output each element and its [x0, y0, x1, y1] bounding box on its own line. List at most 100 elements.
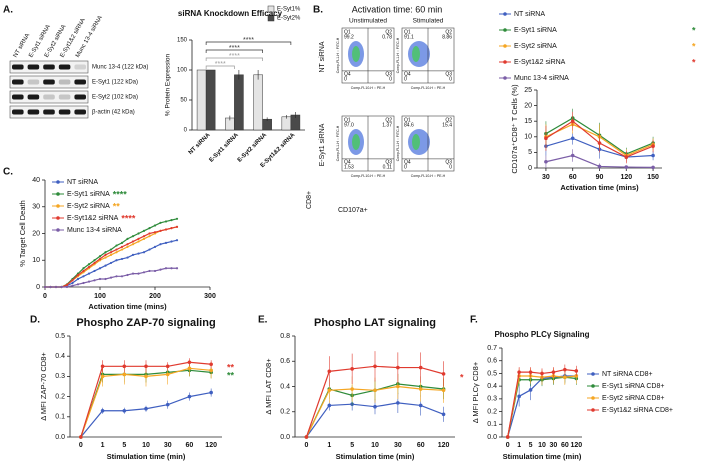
data-point [373, 364, 377, 369]
y-tick-label: 0 [528, 165, 532, 172]
significance-label: ** [227, 363, 235, 373]
data-point [93, 261, 96, 265]
y-axis-label: % Protein Expression [165, 54, 172, 117]
data-point [153, 224, 157, 227]
panel-label: F. [470, 315, 478, 326]
y-tick-label: 0.6 [487, 358, 497, 365]
x-tick-label: 120 [620, 174, 632, 181]
legend-label: E-Syt1 siRNA [67, 191, 110, 198]
data-point [164, 220, 168, 223]
quadrant-value: 8.86 [442, 34, 452, 40]
data-point [100, 364, 105, 369]
x-axis-label: Activation time (mins) [560, 183, 639, 192]
y-tick-label: 10 [524, 134, 532, 141]
data-point [563, 367, 567, 372]
bar [234, 74, 244, 131]
data-point [164, 228, 168, 231]
cell-cloud-core [412, 46, 420, 62]
legend-label: E-Syt1&2 siRNA CD8+ [602, 407, 673, 414]
x-tick-label: 0 [79, 442, 83, 449]
x-tick-label: 30 [550, 442, 558, 449]
x-tick-label: 30 [164, 442, 172, 449]
data-point [131, 235, 135, 238]
legend-marker [56, 192, 60, 196]
data-point [126, 273, 129, 277]
data-point [71, 279, 74, 282]
column-label: Stimulated [413, 18, 444, 25]
legend-label: E-Syt1&2 siRNA [67, 215, 119, 222]
data-point [551, 370, 556, 374]
significance-label: * [692, 57, 696, 67]
y-tick-label: 0.4 [487, 383, 497, 390]
blot-band [58, 94, 71, 100]
data-point [87, 272, 91, 275]
data-point [142, 237, 146, 240]
data-point [418, 403, 423, 408]
blot-band [12, 109, 24, 115]
quadrant-name: Q3 [445, 71, 452, 77]
significance-label: **** [215, 61, 226, 68]
significance-bracket [205, 65, 235, 69]
data-point [120, 245, 124, 248]
data-point [175, 267, 179, 270]
blot-band [12, 64, 24, 70]
x-tick-label: 1 [517, 442, 521, 449]
y-tick-label: 0.3 [55, 373, 65, 380]
x-tick-label: NT siRNA [188, 132, 212, 156]
y-axis-label: CD107a⁺CD8⁺ T Cells (%) [510, 84, 519, 174]
legend-marker [503, 60, 507, 64]
legend-marker [591, 384, 595, 388]
quadrant-name: Q3 [385, 159, 392, 165]
data-point [100, 374, 105, 379]
quadrant-name: Q4 [404, 159, 411, 165]
data-point [87, 263, 91, 266]
data-point [624, 155, 629, 159]
series-line [80, 391, 212, 438]
quadrant-name: Q4 [344, 71, 351, 77]
data-point [120, 241, 124, 244]
data-point [98, 255, 102, 258]
y-tick-label: 10 [32, 257, 40, 264]
x-tick-label: 5 [122, 442, 126, 449]
x-tick-label: 200 [149, 293, 161, 300]
x-tick-label: 0 [304, 442, 308, 449]
x-tick-label: 60 [417, 442, 425, 449]
plot-y-label: Comp-FL1-H :: FITC-H [396, 125, 400, 161]
axis-line [501, 348, 582, 438]
legend-marker [591, 372, 595, 376]
chart-title: Activation time: 60 min [352, 4, 443, 14]
y-tick-label: 20 [32, 230, 40, 237]
chart-title: Phospho ZAP-70 signaling [76, 317, 215, 329]
data-point [109, 261, 113, 265]
data-point [76, 283, 80, 286]
data-point [104, 251, 107, 254]
quadrant-value: 1.37 [382, 122, 392, 128]
data-point [144, 364, 148, 369]
significance-bracket [205, 49, 263, 53]
blot-band [43, 79, 55, 85]
y-tick-label: 0.5 [487, 370, 497, 377]
data-point [544, 159, 548, 164]
quadrant-value: 0.11 [383, 164, 393, 170]
quadrant-value: 97.0 [344, 122, 354, 128]
data-point [164, 267, 168, 270]
blot-band [43, 94, 55, 100]
x-tick-label: 5 [529, 442, 533, 449]
data-point [597, 141, 602, 145]
data-point [528, 388, 533, 392]
significance-bracket [205, 57, 263, 61]
data-point [104, 277, 107, 281]
y-tick-label: 0.2 [487, 408, 497, 415]
data-point [418, 387, 423, 391]
band-label: Munc 13-4 (122 kDa) [92, 65, 148, 71]
data-point [187, 394, 192, 399]
x-axis-label: Stimulation time (min) [503, 452, 582, 461]
data-point [82, 267, 85, 270]
data-point [148, 248, 151, 251]
data-point [159, 268, 162, 271]
quadrant-value: 91.1 [404, 34, 414, 40]
quadrant-value: 0 [344, 76, 347, 82]
data-point [65, 285, 69, 289]
legend-marker [56, 216, 60, 220]
legend-marker [56, 180, 60, 184]
